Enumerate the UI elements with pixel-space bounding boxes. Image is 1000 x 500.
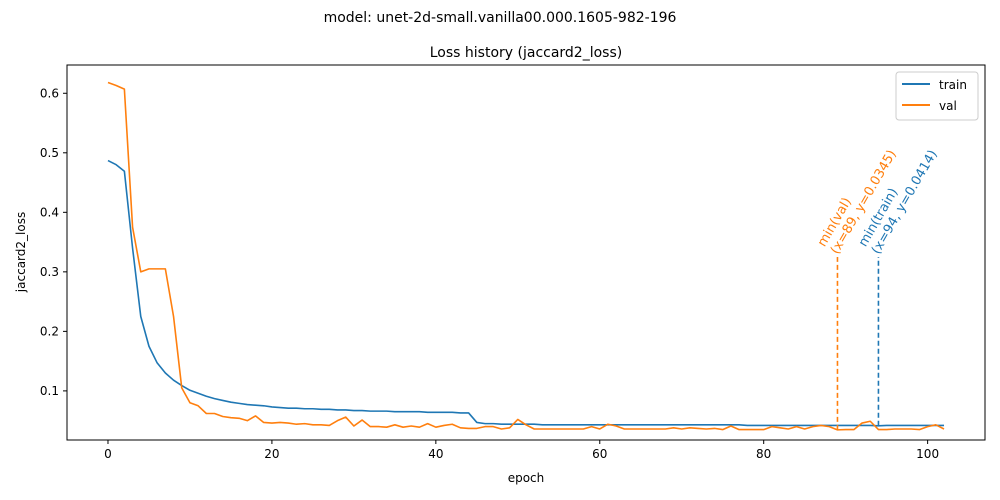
y-axis-label: jaccard2_loss — [14, 212, 28, 293]
x-tick-label: 40 — [428, 447, 443, 461]
x-axis-label: epoch — [508, 471, 545, 485]
series-line-train — [107, 159, 945, 427]
x-tick-label: 80 — [756, 447, 771, 461]
axes-frame — [66, 64, 986, 441]
legend-train-label: train — [939, 78, 967, 92]
legend-val-label: val — [939, 99, 957, 113]
x-tick-label: 20 — [264, 447, 279, 461]
y-tick-label: 0.6 — [40, 86, 59, 100]
y-tick-label: 0.1 — [40, 384, 59, 398]
plot-content — [107, 81, 945, 431]
chart-title: Loss history (jaccard2_loss) — [430, 45, 622, 61]
legend: train val — [895, 71, 979, 121]
x-tick-label: 60 — [592, 447, 607, 461]
y-tick-label: 0.4 — [40, 205, 59, 219]
annotations: min(val)(x=89, y=0.0345)min(train)(x=94,… — [815, 148, 941, 430]
y-tick-label: 0.2 — [40, 324, 59, 338]
x-tick-label: 100 — [916, 447, 939, 461]
x-tick-label: 0 — [104, 447, 112, 461]
series-line-val — [107, 81, 945, 431]
y-tick-label: 0.3 — [40, 265, 59, 279]
x-axis-ticks: 0 20 40 60 80 100 — [104, 440, 939, 461]
y-tick-label: 0.5 — [40, 146, 59, 160]
y-axis-ticks: 0.1 0.2 0.3 0.4 0.5 0.6 — [40, 86, 67, 398]
figure-suptitle: model: unet-2d-small.vanilla00.000.1605-… — [324, 10, 677, 26]
